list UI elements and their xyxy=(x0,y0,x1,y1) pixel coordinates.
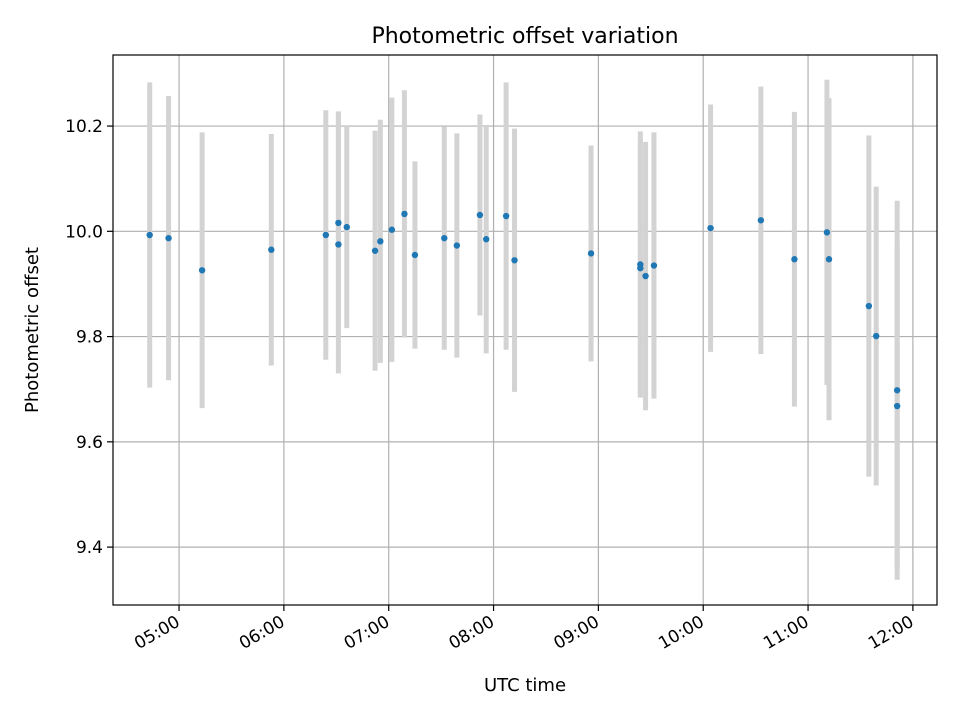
data-point xyxy=(335,219,342,227)
x-axis-label: UTC time xyxy=(484,675,566,696)
data-point xyxy=(642,272,649,280)
data-point xyxy=(865,302,873,310)
y-tick-label: 10.0 xyxy=(65,222,103,242)
data-point xyxy=(823,229,831,236)
data-point xyxy=(371,247,379,254)
y-tick-label: 9.4 xyxy=(76,538,103,558)
data-point xyxy=(757,217,765,224)
data-points xyxy=(146,210,901,410)
data-point xyxy=(165,234,172,242)
plot-area-frame xyxy=(112,54,938,606)
data-point xyxy=(476,211,484,219)
data-point xyxy=(388,226,396,233)
data-point xyxy=(401,210,408,218)
chart-title: Photometric offset variation xyxy=(371,24,678,49)
data-point xyxy=(377,238,384,245)
data-point xyxy=(893,402,901,410)
data-point xyxy=(483,236,490,243)
y-axis-label: Photometric offset xyxy=(22,247,43,413)
y-tick-label: 9.6 xyxy=(76,433,103,453)
data-point xyxy=(453,242,461,249)
y-tick-label: 9.8 xyxy=(76,328,103,348)
data-point xyxy=(322,231,330,239)
data-point xyxy=(335,241,342,248)
data-point xyxy=(637,264,644,272)
data-point xyxy=(587,250,595,257)
data-point xyxy=(411,251,419,259)
data-point xyxy=(343,223,350,231)
data-point xyxy=(502,212,510,220)
grid-lines xyxy=(113,55,937,605)
data-point xyxy=(791,256,798,263)
data-point xyxy=(872,332,880,340)
data-point xyxy=(707,224,714,232)
data-point xyxy=(893,387,901,394)
data-point xyxy=(825,256,833,263)
y-tick-label: 10.2 xyxy=(65,117,103,137)
data-point xyxy=(441,234,448,242)
data-point xyxy=(198,267,206,274)
data-point xyxy=(650,262,658,269)
data-point xyxy=(268,246,275,253)
data-point xyxy=(511,257,518,264)
data-point xyxy=(146,231,153,239)
